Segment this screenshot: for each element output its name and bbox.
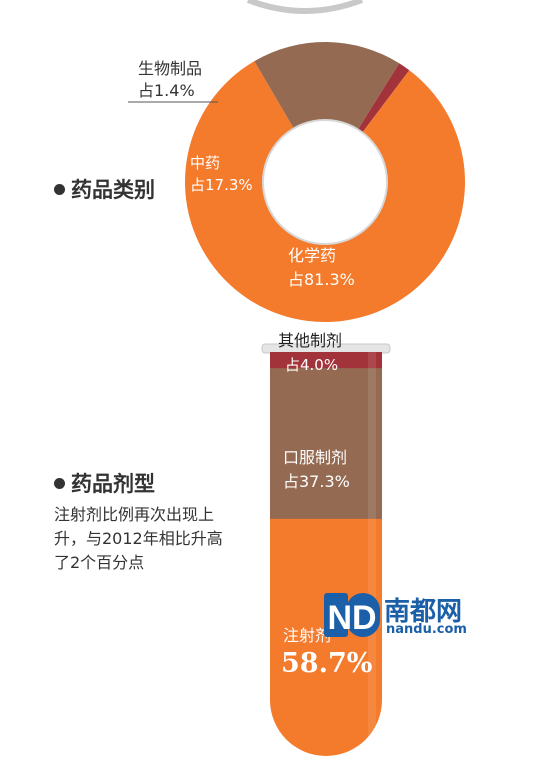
tcm-name: 中药	[190, 154, 221, 172]
top-arc	[246, 0, 364, 14]
logo-mark-text: ND	[327, 599, 376, 637]
tube-segment-其他制剂	[270, 352, 382, 369]
other-pct: 占4.0%	[285, 356, 339, 374]
dosage-title-text: 药品剂型	[71, 472, 155, 496]
donut-slice-化学药	[185, 61, 465, 322]
tube-highlight	[368, 352, 376, 756]
bullet-icon	[54, 477, 65, 489]
bio-label: 生物制品 占1.4%	[138, 58, 202, 102]
category-title-text: 药品类别	[71, 178, 155, 202]
nandu-logo: ND 南都网 nandu.com	[322, 589, 472, 641]
dosage-section-title: 药品剂型	[54, 468, 155, 498]
donut-slice-生物制品	[357, 63, 410, 133]
oral-pct: 占37.3%	[283, 472, 350, 491]
chem-name: 化学药	[288, 246, 337, 265]
oral-name: 口服制剂	[283, 448, 348, 467]
other-name: 其他制剂	[278, 331, 343, 350]
donut-hole	[262, 119, 388, 245]
tcm-label: 中药 占17.3%	[190, 152, 253, 196]
logo-url: nandu.com	[386, 622, 467, 637]
chem-pct: 占81.3%	[288, 270, 355, 289]
category-section-title: 药品类别	[54, 174, 155, 204]
chem-label: 化学药 占81.3%	[288, 244, 355, 292]
tube-segment-注射剂	[270, 518, 382, 756]
top-arc-decoration	[246, 0, 364, 14]
donut-slices	[185, 42, 465, 322]
tcm-pct: 占17.3%	[190, 176, 253, 194]
inj-pct: 58.7%	[281, 648, 373, 679]
tube-segment-口服制剂	[270, 368, 382, 520]
nd-logo-icon: ND	[324, 593, 380, 637]
dosage-caption: 注射剂比例再次出现上升，与2012年相比升高了2个百分点	[54, 505, 223, 572]
oral-label: 口服制剂 占37.3%	[283, 446, 350, 494]
inj-name: 注射剂	[283, 626, 332, 645]
bio-leader-line	[128, 101, 218, 103]
bio-name: 生物制品	[138, 59, 203, 78]
tube-segments	[270, 352, 382, 756]
bio-pct: 占1.4%	[138, 81, 195, 100]
category-donut-chart	[185, 42, 465, 322]
bullet-icon	[54, 183, 65, 195]
donut-slice-中药	[254, 42, 400, 130]
logo-name: 南都网	[384, 597, 463, 627]
